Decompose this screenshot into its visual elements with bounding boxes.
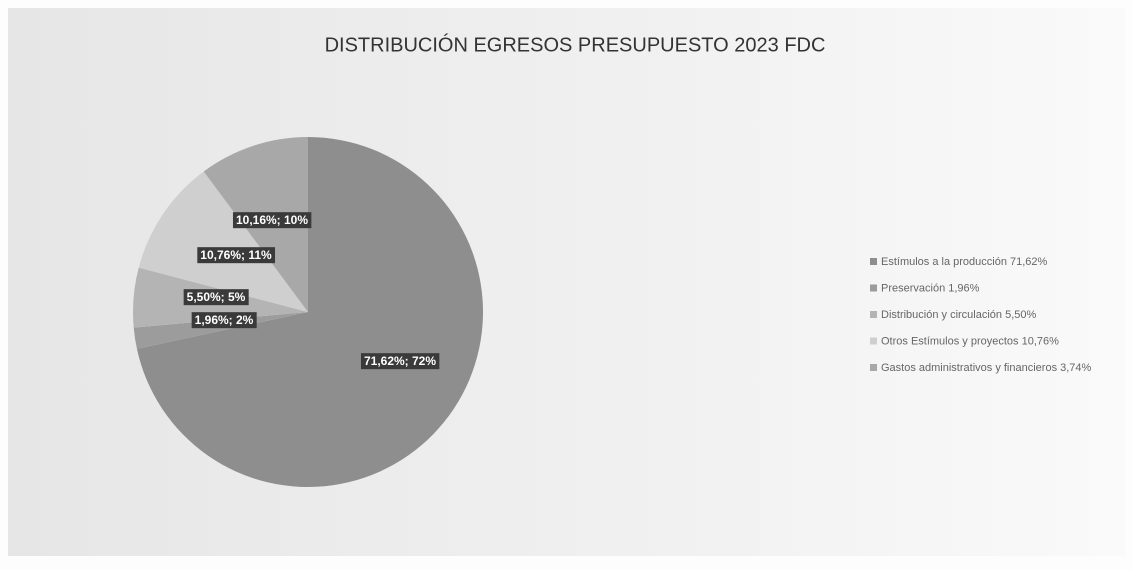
legend-swatch xyxy=(870,337,877,345)
data-label-box xyxy=(360,353,440,370)
data-label: 5,50%; 5% xyxy=(187,290,246,304)
chart-title: DISTRIBUCIÓN EGRESOS PRESUPUESTO 2023 FD… xyxy=(325,33,826,56)
legend-label: Preservación 1,96% xyxy=(881,282,980,294)
data-label: 71,62%; 72% xyxy=(364,354,436,368)
data-label: 10,76%; 11% xyxy=(200,248,272,262)
data-label-box xyxy=(232,212,312,229)
legend-swatch xyxy=(870,364,877,371)
legend-swatch xyxy=(870,284,877,292)
data-label-box xyxy=(191,312,257,329)
pie-slice xyxy=(133,312,308,349)
legend-label: Gastos administrativos y financieros 3,7… xyxy=(881,362,1092,374)
data-label-box xyxy=(183,289,249,306)
data-label-box xyxy=(197,247,276,264)
legend-swatch xyxy=(870,311,877,318)
legend-label: Otros Estímulos y proyectos 10,76% xyxy=(881,335,1059,347)
legend-swatch xyxy=(870,258,877,265)
data-label: 1,96%; 2% xyxy=(195,313,254,327)
data-label: 10,16%; 10% xyxy=(236,213,308,227)
pie-slice xyxy=(136,137,484,488)
legend-label: Estímulos a la producción 71,62% xyxy=(881,256,1048,268)
legend-label: Distribución y circulación 5,50% xyxy=(881,309,1037,321)
pie-slice xyxy=(138,171,308,312)
